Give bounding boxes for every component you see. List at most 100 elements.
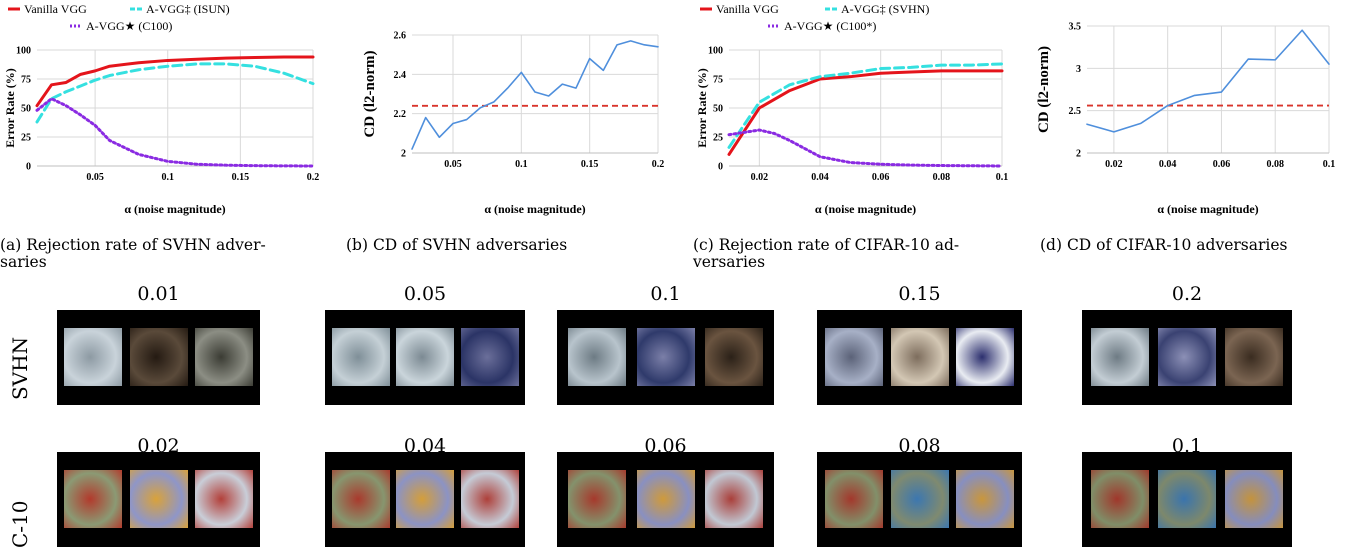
noise-level-title: 0.1 <box>1171 435 1203 457</box>
y-axis-label: CD (l2-norm) <box>362 50 378 137</box>
y-tick-label: 75 <box>713 75 723 86</box>
y-tick-label: 2 <box>1076 149 1081 160</box>
x-tick-label: 0.06 <box>1213 159 1231 170</box>
legend-entry: Vanilla VGG <box>24 2 87 16</box>
image-strip <box>1082 310 1292 405</box>
adversarial-thumbnail <box>705 470 764 528</box>
caption-d: (d) CD of CIFAR-10 adversaries <box>1040 236 1288 254</box>
image-strip <box>557 452 774 547</box>
x-tick-label: 0.06 <box>872 172 890 183</box>
adversarial-thumbnail <box>636 328 695 386</box>
noise-level-title: 0.08 <box>898 435 941 457</box>
legend-entry: A-VGG‡ (SVHN) <box>841 2 929 16</box>
x-tick-label: 0.2 <box>307 172 320 183</box>
adversarial-thumbnail <box>705 328 764 386</box>
x-tick-label: 0.1 <box>996 172 1009 183</box>
x-tick-label: 0.15 <box>581 159 599 170</box>
image-strip <box>557 310 774 405</box>
y-tick-label: 25 <box>713 133 723 144</box>
x-axis-label: α (noise magnitude) <box>815 202 916 216</box>
adversarial-thumbnail <box>1225 328 1283 386</box>
y-tick-label: 100 <box>16 46 31 57</box>
x-tick-label: 0.1 <box>515 159 528 170</box>
adversarial-thumbnail <box>194 470 253 528</box>
adversarial-thumbnail <box>396 328 454 386</box>
y-tick-label: 2.6 <box>394 31 407 42</box>
noise-level-title: 0.01 <box>137 283 180 305</box>
legend-entry: A-VGG‡ (ISUN) <box>146 2 230 16</box>
y-tick-label: 2 <box>401 149 406 160</box>
row-label: SVHN <box>8 336 32 400</box>
y-tick-label: 3.5 <box>1069 22 1082 33</box>
x-tick-label: 0.1 <box>1323 159 1336 170</box>
chart-d: 2 2.5 3 3.5 0.02 0.04 0.06 0.08 0.1 CD (l2-norm) α… <box>1036 22 1336 217</box>
x-tick-label: 0.08 <box>933 172 951 183</box>
adversarial-thumbnail <box>396 470 454 528</box>
chart-a: Vanilla VGG A-VGG‡ (ISUN) A-VGG★ (C100) 0 2… <box>3 2 320 216</box>
adversarial-thumbnail <box>129 470 188 528</box>
x-tick-label: 0.02 <box>1105 159 1123 170</box>
noise-level-title: 0.1 <box>650 283 681 305</box>
caption-a: (a) Rejection rate of SVHN adver- saries <box>0 236 266 271</box>
adversarial-thumbnail <box>890 328 949 386</box>
image-strip <box>57 310 260 405</box>
series-line <box>727 69 1004 156</box>
adversarial-thumbnail <box>194 328 253 386</box>
y-tick-label: 2.2 <box>394 109 407 120</box>
y-tick-label: 25 <box>21 133 31 144</box>
y-tick-label: 0 <box>718 162 723 173</box>
image-strip <box>325 452 525 547</box>
y-axis-label: Error Rate (%) <box>3 68 17 148</box>
y-tick-label: 2.4 <box>394 70 407 81</box>
noise-level-title: 0.04 <box>403 435 447 457</box>
y-axis-label: CD (l2-norm) <box>1036 46 1052 133</box>
adversarial-thumbnail <box>460 328 519 386</box>
caption-b: (b) CD of SVHN adversaries <box>346 236 568 254</box>
image-strip <box>325 310 525 405</box>
image-strip <box>57 452 260 547</box>
noise-level-title: 0.06 <box>644 435 687 457</box>
adversarial-thumbnail <box>331 470 390 528</box>
adversarial-thumbnail <box>129 328 188 386</box>
x-tick-label: 0.04 <box>811 172 829 183</box>
x-tick-label: 0.08 <box>1266 159 1284 170</box>
legend-entry: A-VGG★ (C100*) <box>784 19 876 33</box>
adversarial-thumbnail <box>1158 328 1216 386</box>
y-tick-label: 50 <box>713 104 723 115</box>
legend-entry: A-VGG★ (C100) <box>86 19 172 33</box>
series-line <box>411 40 659 150</box>
legend-entry: Vanilla VGG <box>716 2 779 16</box>
adversarial-thumbnail <box>567 470 626 528</box>
adversarial-thumbnail <box>331 328 390 386</box>
series-line <box>727 62 1004 149</box>
x-axis-label: α (noise magnitude) <box>484 202 585 216</box>
y-axis-label: Error Rate (%) <box>695 68 709 148</box>
chart-a-legend: Vanilla VGG A-VGG‡ (ISUN) A-VGG★ (C100) <box>8 2 230 33</box>
adversarial-thumbnail <box>64 470 123 528</box>
adversarial-thumbnail <box>956 470 1015 528</box>
x-axis-label: α (noise magnitude) <box>1157 202 1258 216</box>
chart-c-legend: Vanilla VGG A-VGG‡ (SVHN) A-VGG★ (C100*) <box>700 2 929 33</box>
adversarial-thumbnail <box>567 328 626 386</box>
adversarial-thumbnail <box>64 328 123 386</box>
adversarial-thumbnail <box>1158 470 1216 528</box>
x-tick-label: 0.04 <box>1159 159 1177 170</box>
adversarial-thumbnail <box>890 470 949 528</box>
x-tick-label: 0.05 <box>86 172 104 183</box>
adversarial-thumbnail <box>460 470 519 528</box>
x-axis-label: α (noise magnitude) <box>124 202 225 216</box>
adversarial-thumbnail <box>956 328 1015 386</box>
x-tick-label: 0.05 <box>444 159 462 170</box>
y-tick-label: 3 <box>1076 64 1081 75</box>
y-tick-label: 0 <box>26 162 31 173</box>
x-tick-label: 0.02 <box>751 172 769 183</box>
y-tick-label: 2.5 <box>1069 106 1082 117</box>
image-strip <box>817 310 1022 405</box>
y-tick-label: 100 <box>708 46 723 57</box>
x-tick-label: 0.1 <box>161 172 174 183</box>
series-line <box>35 55 315 108</box>
series-line <box>1086 29 1330 133</box>
x-tick-label: 0.2 <box>652 159 665 170</box>
noise-level-title: 0.02 <box>137 435 180 457</box>
x-tick-label: 0.15 <box>232 172 250 183</box>
